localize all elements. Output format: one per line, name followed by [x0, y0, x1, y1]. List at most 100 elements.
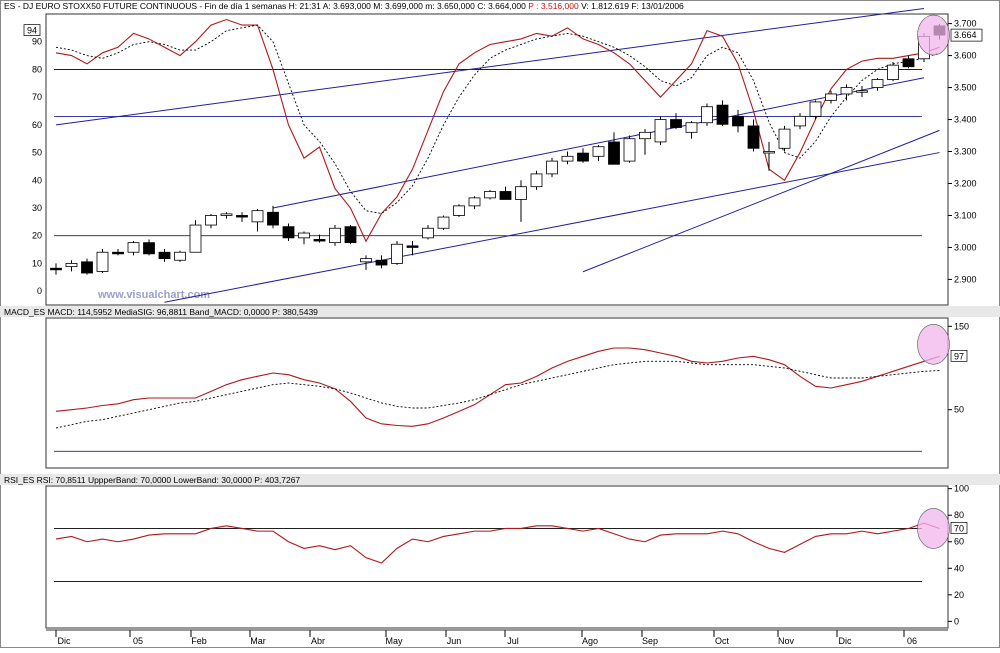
- candle-body: [112, 251, 124, 255]
- left-current-value: 94: [27, 26, 37, 36]
- candle-body: [468, 197, 481, 207]
- macd-lines: [54, 347, 940, 452]
- right-tick-label: 3.300: [954, 147, 977, 157]
- right-tick-label: 3.700: [954, 19, 977, 29]
- price-panel-border: [45, 13, 949, 306]
- month-label: Abr: [311, 636, 325, 646]
- candle-body: [329, 227, 341, 244]
- left-tick-label: 60: [32, 120, 42, 130]
- candle-body: [515, 186, 527, 200]
- candle-body: [561, 155, 574, 162]
- macd-line: [55, 347, 940, 427]
- candle-body: [81, 261, 93, 274]
- candle-body: [887, 64, 899, 80]
- candle-body: [391, 243, 403, 264]
- macd-signal-line: [55, 360, 940, 429]
- candle-body: [778, 128, 791, 149]
- macd-tick-label: 50: [954, 405, 964, 415]
- left-current-box: [23, 24, 41, 36]
- candle-body: [96, 251, 109, 272]
- left-tick-label: 80: [32, 64, 42, 74]
- candle-body: [639, 131, 651, 140]
- candle-body: [856, 90, 868, 93]
- macd-tick-label: 150: [954, 321, 969, 331]
- left-tick-label: 0: [37, 286, 42, 296]
- month-label: Ago: [582, 636, 598, 646]
- candle-body: [577, 152, 589, 162]
- candle-body: [623, 138, 636, 162]
- candle-body: [205, 215, 217, 226]
- price-header: ES - DJ EURO STOXX50 FUTURE CONTINUOUS -…: [4, 1, 684, 11]
- candle-body: [871, 79, 884, 88]
- month-label: Dic: [58, 636, 71, 646]
- right-current-value: 3.664: [954, 30, 977, 40]
- rsi-panel-border: [45, 485, 949, 629]
- highlight-circle-1: [917, 14, 950, 56]
- channel-line-3: [582, 129, 940, 273]
- macd-header: MACD_ES MACD: 114,5952 MediaSIG: 96,8811…: [4, 307, 318, 317]
- candle-body: [484, 191, 496, 199]
- left-tick-label: 50: [32, 148, 42, 158]
- rsi-header: RSI_ES RSI: 70,8511 UppperBand: 70,0000 …: [4, 475, 300, 485]
- candle-body: [251, 210, 264, 223]
- channel-line-1: [55, 7, 925, 126]
- left-tick-label: 20: [32, 231, 42, 241]
- highlight-circle-2: [917, 324, 950, 365]
- month-label: Dic: [839, 636, 852, 646]
- month-label: Mar: [250, 636, 266, 646]
- candle-body: [592, 146, 605, 157]
- candle-body: [902, 58, 915, 68]
- oscillator-overlay: [55, 18, 940, 243]
- candle-body: [701, 106, 713, 124]
- right-tick-label: 3.400: [954, 115, 977, 125]
- month-label: 06: [907, 636, 917, 646]
- candle-body: [236, 215, 248, 218]
- candle-body: [267, 211, 279, 226]
- month-label: Jun: [447, 636, 462, 646]
- right-tick-label: 3.500: [954, 83, 977, 93]
- right-tick-label: 2.900: [954, 274, 977, 284]
- oscillator-line: [55, 18, 940, 243]
- candle-body: [840, 87, 853, 95]
- candle-body: [453, 205, 465, 216]
- oscillator-signal-line: [55, 24, 940, 215]
- candle-body: [298, 232, 310, 239]
- channel-lines: [55, 7, 940, 303]
- rsi-current-value: 70: [954, 523, 964, 533]
- candle-body: [158, 251, 171, 260]
- rsi-lines: [54, 522, 940, 583]
- candle-body: [546, 160, 558, 175]
- candle-body: [127, 242, 140, 253]
- candle-body: [794, 115, 806, 127]
- rsi-tick-label: 20: [954, 590, 964, 600]
- highlight-circles: [917, 14, 950, 549]
- rsi-tick-label: 40: [954, 563, 964, 573]
- candle-body: [313, 239, 326, 242]
- month-label: Jul: [507, 636, 519, 646]
- candle-body: [809, 101, 822, 117]
- candle-body: [747, 125, 760, 149]
- candle-body: [530, 173, 543, 188]
- rsi-tick-label: 100: [954, 484, 969, 494]
- rsi-tick-label: 80: [954, 510, 964, 520]
- macd-current-value: 97: [954, 351, 964, 361]
- candle-body: [50, 267, 62, 271]
- candle-body: [437, 216, 450, 229]
- left-tick-label: 90: [32, 37, 42, 47]
- right-tick-label: 3.000: [954, 242, 977, 252]
- candle-body: [174, 251, 186, 261]
- month-label: Sep: [642, 636, 658, 646]
- candle-body: [763, 151, 775, 154]
- candle-body: [654, 119, 667, 143]
- right-tick-label: 3.100: [954, 210, 977, 220]
- left-tick-label: 30: [32, 203, 42, 213]
- candle-body: [143, 242, 155, 255]
- macd-current-box: [950, 349, 968, 362]
- candle-body: [406, 245, 419, 248]
- month-label: 05: [133, 636, 143, 646]
- channel-line-2: [272, 77, 925, 209]
